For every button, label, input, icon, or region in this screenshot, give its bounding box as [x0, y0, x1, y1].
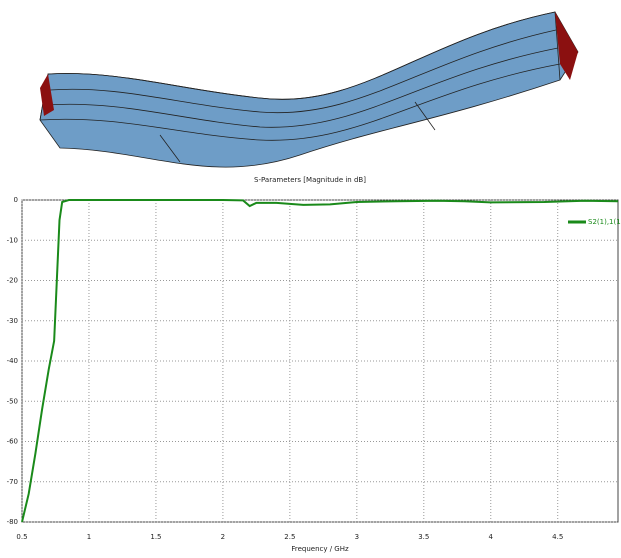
x-tick-label: 3.5 — [418, 533, 429, 541]
y-tick-label: -80 — [7, 518, 18, 526]
x-tick-label: 2.5 — [284, 533, 295, 541]
legend-label: S2(1),1(1) — [588, 218, 621, 226]
y-tick-label: -10 — [7, 236, 18, 244]
x-tick-label: 3 — [355, 533, 359, 541]
x-tick-label: 1 — [87, 533, 91, 541]
x-tick-label: 4.5 — [552, 533, 563, 541]
y-tick-label: -30 — [7, 317, 18, 325]
y-tick-label: -50 — [7, 397, 18, 405]
y-tick-label: 0 — [14, 196, 18, 204]
y-tick-label: -40 — [7, 357, 18, 365]
x-tick-label: 2 — [221, 533, 225, 541]
x-tick-label: 4 — [489, 533, 494, 541]
x-tick-label: 1.5 — [150, 533, 161, 541]
x-tick-label: 0.5 — [16, 533, 27, 541]
waveguide-render — [40, 12, 578, 167]
chart-title: S-Parameters [Magnitude in dB] — [254, 176, 366, 184]
y-tick-label: -20 — [7, 277, 18, 285]
x-axis-label: Frequency / GHz — [291, 545, 349, 553]
y-tick-label: -60 — [7, 438, 18, 446]
chart: S-Parameters [Magnitude in dB] Frequency… — [0, 0, 621, 554]
y-tick-label: -70 — [7, 478, 18, 486]
